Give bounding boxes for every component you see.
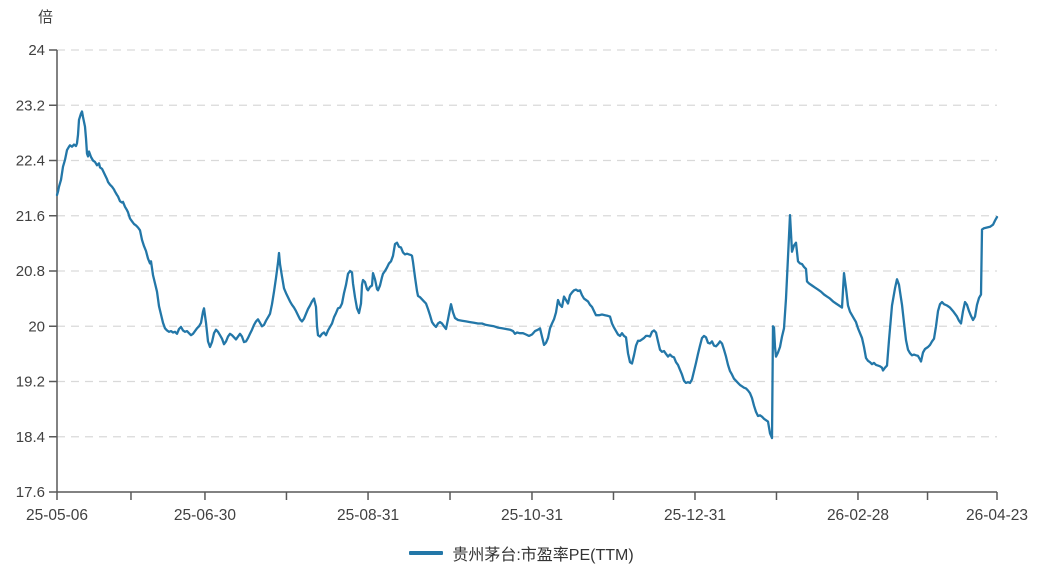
y-tick-label: 21.6: [16, 208, 45, 225]
x-axis-ticks: 25-05-06 25-06-30 25-08-31 25-10-31 25-12-31…: [26, 492, 1028, 524]
y-tick-label: 17.6: [16, 484, 45, 501]
y-tick-label: 22.4: [16, 153, 45, 170]
y-axis-ticks: 24 23.2 22.4 21.6 20.8 20 19.2 18.4 17.6: [16, 42, 57, 501]
x-tick-label: 25-10-31: [501, 507, 563, 524]
y-tick-label: 19.2: [16, 374, 45, 391]
x-tick-label: 26-04-23: [966, 507, 1028, 524]
x-tick-label: 25-08-31: [337, 507, 399, 524]
x-tick-label: 26-02-28: [827, 507, 889, 524]
series-line: [55, 110, 999, 440]
legend-series-label: 贵州茅台:市盈率PE(TTM): [452, 547, 634, 564]
legend-line-swatch: [409, 551, 444, 555]
x-tick-label: 25-06-30: [174, 507, 236, 524]
y-axis-unit-label: 倍: [38, 9, 54, 26]
y-tick-label: 24: [28, 42, 45, 59]
pe-line-chart: 2423.222.421.620.82019.218.417.625-05-06…: [16, 42, 1028, 524]
legend: 贵州茅台:市盈率PE(TTM): [0, 541, 1043, 565]
y-tick-label: 20: [28, 318, 45, 335]
x-tick-label: 25-12-31: [664, 507, 726, 524]
y-tick-label: 20.8: [16, 263, 45, 280]
y-tick-label: 18.4: [16, 429, 45, 446]
y-tick-label: 23.2: [16, 97, 45, 114]
gridlines: [57, 49, 997, 438]
x-tick-label: 25-05-06: [26, 507, 88, 524]
